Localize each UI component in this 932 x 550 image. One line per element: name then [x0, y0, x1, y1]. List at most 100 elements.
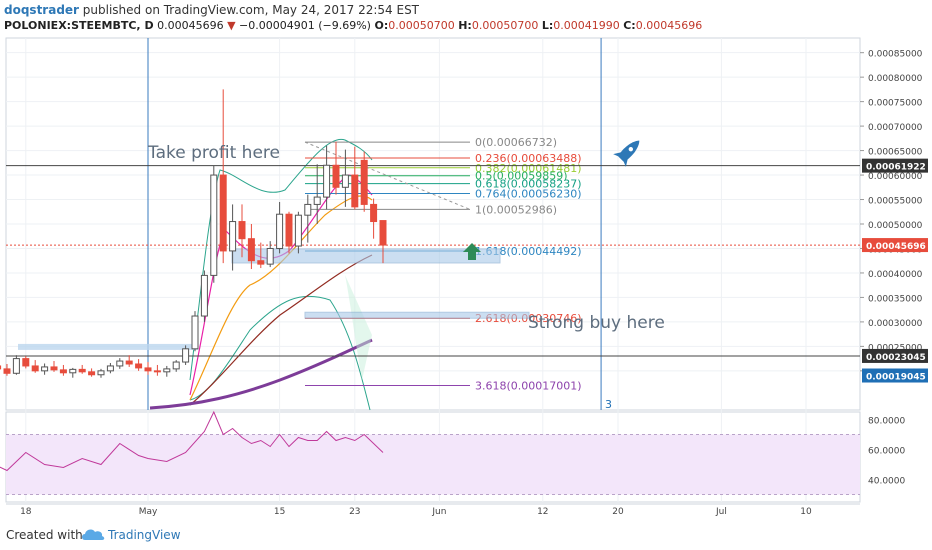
fib-level-label: 0(0.00066732): [475, 136, 557, 149]
candle-body: [323, 164, 331, 198]
price-tag-box: [862, 158, 928, 173]
price-tag-label: 0.00023045: [866, 353, 926, 363]
y-tick-label: 0.00025000: [868, 343, 923, 353]
candle-body: [200, 274, 208, 317]
low-label: L:: [541, 19, 554, 32]
candle-body: [163, 368, 171, 373]
candle-body: [106, 365, 114, 372]
price-tag-box: [862, 348, 928, 363]
y-tick-label: 0.00060000: [868, 172, 923, 182]
x-tick-label: 15: [274, 507, 285, 517]
candle-body: [229, 221, 237, 252]
candle-body: [360, 159, 368, 205]
fib-level-label: 0.236(0.00063488): [475, 152, 582, 165]
footer: Created with TradingView: [0, 520, 932, 550]
ma-mid-line: [189, 195, 373, 401]
candle-body: [238, 221, 246, 240]
down-triangle-icon: ▼: [227, 19, 236, 32]
ma-slow-line: [149, 338, 373, 410]
candle-body: [41, 366, 49, 372]
candle-body: [285, 213, 293, 247]
created-with-text: Created with: [6, 528, 83, 542]
candlestick-series: [0, 89, 387, 378]
x-tick-label: 23: [349, 507, 360, 517]
candle-body: [304, 203, 312, 216]
candle-body: [370, 203, 378, 223]
x-tick-label: Jun: [431, 507, 446, 517]
candle-body: [172, 361, 180, 370]
candle-body: [153, 370, 161, 373]
candle-body: [191, 315, 199, 350]
candle-body: [59, 369, 67, 374]
candle-body: [50, 366, 58, 371]
candle-body: [135, 363, 143, 369]
strong-buy-note: Strong buy here: [528, 313, 665, 333]
fib-level-label: 1(0.00052986): [475, 203, 557, 216]
candle-body: [247, 238, 255, 262]
range-box: [18, 343, 198, 350]
candle-body: [276, 213, 284, 249]
y-tick-label: 0.00080000: [868, 74, 923, 84]
candle-body: [379, 220, 387, 246]
y-tick-label: 0.00035000: [868, 294, 923, 304]
candle-body: [88, 371, 96, 376]
last-price: 0.00045696: [157, 19, 224, 32]
candle-body: [210, 174, 218, 276]
price-change: −0.00004901 (−9.69%): [239, 19, 371, 32]
candle-body: [266, 247, 274, 265]
buy-zone-box: [231, 248, 501, 264]
rsi-line: [0, 410, 384, 472]
tradingview-brand-link[interactable]: TradingView: [108, 528, 181, 542]
published-text: published on TradingView.com, May 24, 20…: [82, 3, 420, 17]
candle-body: [313, 196, 321, 205]
y-tick-label: 0.00070000: [868, 123, 923, 133]
price-tag-label: 0.00061922: [866, 163, 926, 173]
candle-body: [332, 164, 340, 188]
candle-body: [31, 365, 39, 372]
candle-body: [219, 174, 227, 252]
price-tags: 0.00061922 0.00045696 0.00019045 0.00023045: [862, 158, 928, 383]
price-tag-box: [862, 238, 928, 253]
price-tag-label: 0.00019045: [866, 373, 926, 383]
y-tick-label: 0.00065000: [868, 148, 923, 158]
price-chart[interactable]: 80.0000 60.0000 40.0000 0(0.00066732) 0.236…: [0, 0, 932, 520]
rsi-tick-label: 60.0000: [868, 447, 905, 457]
price-tag-label: 0.00045696: [866, 242, 926, 252]
fib-level-label: 1.618(0.00044492): [475, 245, 582, 258]
candle-body: [182, 348, 190, 363]
fib-level-label: 3.618(0.00017001): [475, 380, 582, 393]
high-label: H:: [458, 19, 472, 32]
close-value: 0.00045696: [635, 19, 703, 32]
ohlc-line: POLONIEX:STEEMBTC, D 0.00045696 ▼ −0.000…: [4, 19, 702, 32]
x-tick-label: May: [139, 507, 158, 517]
y-tick-label: 0.00040000: [868, 270, 923, 280]
time-axis[interactable]: 18 May 15 23 Jun 12 20 Jul 10: [6, 503, 860, 517]
candle-body: [78, 368, 86, 373]
candle-body: [12, 358, 20, 374]
x-tick-label: 12: [537, 507, 548, 517]
vertical-markers: [6, 38, 860, 410]
rocket-icon: [613, 140, 640, 167]
symbol-label: POLONIEX:STEEMBTC, D: [4, 19, 154, 32]
open-value: 0.00050700: [388, 19, 455, 32]
rsi-band: [6, 434, 860, 495]
y-tick-label: 0.00075000: [868, 99, 923, 109]
ma-long-line: [189, 254, 373, 406]
fib-level-label: 0.382(0.00061481): [475, 162, 582, 175]
candle-body: [294, 214, 302, 247]
x-tick-label: 20: [612, 507, 624, 517]
price-tag-box: [862, 368, 928, 383]
candle-body: [257, 260, 265, 265]
y-tick-label: 0.00085000: [868, 50, 923, 60]
author-link[interactable]: doqstrader: [4, 3, 79, 17]
fib-level-label: 0.5(0.00059859): [475, 170, 568, 183]
bollinger-shade: [345, 275, 372, 380]
price-axis[interactable]: 0.00085000 0.00080000 0.00075000 0.00070000…: [860, 50, 923, 378]
bollinger-upper-band: [189, 138, 373, 381]
low-value: 0.00041990: [553, 19, 620, 32]
x-tick-label: 10: [800, 507, 812, 517]
candle-body: [125, 360, 133, 365]
candle-body: [3, 368, 11, 374]
y-tick-label: 0.00050000: [868, 221, 923, 231]
fib-level-label: 0.764(0.00056230): [475, 188, 582, 201]
